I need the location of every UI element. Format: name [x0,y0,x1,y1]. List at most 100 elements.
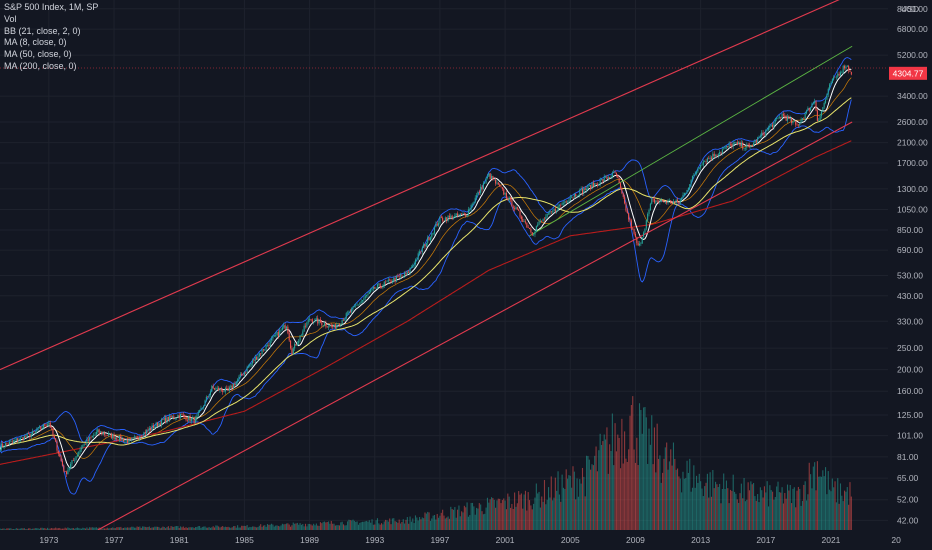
candle-body [279,330,281,337]
volume-bar [397,522,399,530]
volume-bar [467,516,469,530]
volume-bar [846,487,848,530]
candle-body [95,432,97,435]
time-axis[interactable]: 1973 1977 1981 1985 1989 1993 1997 2001 2005 2009… [0,530,932,550]
candle-body [162,419,164,420]
symbol-title[interactable]: S&P 500 Index, 1M, SP [4,2,99,12]
volume-bar [285,523,288,530]
candle-body [82,445,84,448]
volume-bar [645,417,647,530]
candle-body [294,343,296,349]
candle-body [8,441,11,445]
volume-bar [142,526,144,530]
volume-bar [719,483,721,530]
candle-body [254,357,256,362]
volume-bar [51,528,53,530]
candle-body [258,353,260,357]
volume-bar [839,483,842,530]
candle-body [114,437,116,440]
volume-bar [53,528,55,530]
candle-body [473,202,475,205]
candle-body [232,383,235,389]
volume-bar [348,519,350,530]
candle-body [751,145,753,147]
candle-body [803,118,805,119]
candle-body [766,129,768,131]
candle-body [674,201,676,203]
volume-bar [6,528,8,530]
candle-body [423,244,425,248]
ma200-label[interactable]: MA (200, close, 0) [4,60,77,71]
volume-bar [609,444,611,530]
volume-bar [93,527,95,530]
volume-bar [683,478,685,530]
volume-bar [530,505,532,530]
candle-body [668,200,670,201]
volume-bar [48,528,50,530]
candle-body [778,117,780,118]
volume-bar [705,482,707,530]
time-axis-tick: 1981 [170,535,189,545]
candle-body [228,387,231,391]
candle-body [161,419,163,426]
time-axis-tick: 1985 [235,535,254,545]
candle-body [113,434,115,440]
volume-bar [554,477,556,530]
candle-body [581,188,584,194]
volume-bar [344,525,346,530]
candle-body [155,422,157,427]
bollinger-bands-label[interactable]: BB (21, close, 2, 0) [4,25,81,36]
candle-body [558,205,560,206]
volume-bar [155,526,157,530]
candle-body [379,283,381,287]
volume-bar [387,521,389,530]
volume-bar [481,511,483,530]
volume-bar [300,524,302,530]
volume-bar [770,490,772,530]
volume-bar [0,528,2,530]
volume-bar [260,524,262,530]
candle-body [580,188,582,190]
volume-indicator-label[interactable]: Vol [4,13,17,24]
volume-bar [101,528,103,530]
volume-bar [643,407,645,530]
candle-body [253,360,255,362]
volume-bar [205,527,207,530]
volume-bar [605,439,607,530]
volume-bar [83,528,85,530]
candle-body [754,140,756,144]
candle-body [842,65,844,73]
candle-body [738,142,740,145]
candle-body [424,244,426,247]
candle-body [190,418,192,421]
volume-bar [363,521,365,530]
candle-body [789,118,791,120]
candle-body [427,237,429,244]
volume-bar [313,523,315,530]
candle-body [212,386,214,389]
candle-body [625,203,627,211]
volume-bar [495,507,497,530]
candle-body [689,184,691,189]
candle-body [698,167,700,169]
volume-bar [94,527,96,530]
volume-bar [376,518,379,530]
candle-body [812,102,814,104]
candle-body [511,199,513,207]
candle-body [681,197,683,201]
candle-body [637,243,639,246]
candle-body [196,415,198,419]
ma8-label[interactable]: MA (8, close, 0) [4,37,67,48]
candle-body [330,325,332,327]
volume-bar [284,524,286,530]
volume-bar [844,490,846,530]
volume-bar [242,525,244,530]
candle-body [769,125,771,128]
candle-body [435,223,437,228]
candle-body [576,195,578,197]
ma50-label[interactable]: MA (50, close, 0) [4,49,72,60]
volume-bar [636,437,638,530]
volume-bar [321,523,323,530]
